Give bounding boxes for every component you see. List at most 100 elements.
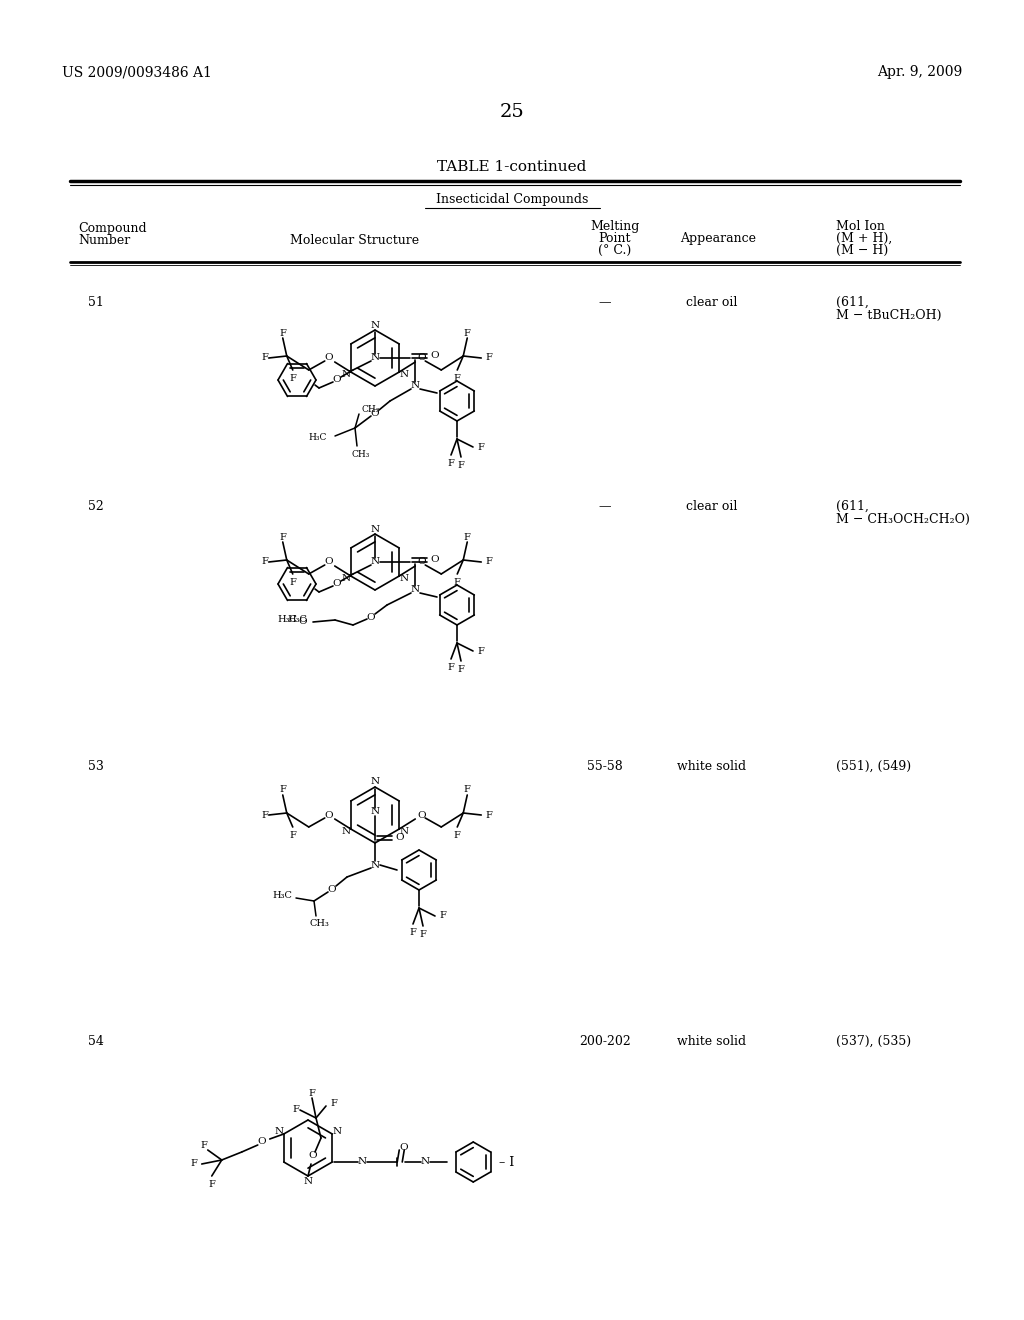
- Text: F: F: [458, 461, 465, 470]
- Text: N: N: [421, 1158, 430, 1167]
- Text: white solid: white solid: [678, 760, 746, 774]
- Text: N: N: [371, 861, 380, 870]
- Text: Number: Number: [78, 234, 130, 247]
- Text: H₃C: H₃C: [287, 615, 307, 624]
- Text: N: N: [357, 1158, 367, 1167]
- Text: Apr. 9, 2009: Apr. 9, 2009: [877, 65, 962, 79]
- Text: (611,: (611,: [836, 500, 869, 513]
- Text: O: O: [325, 557, 333, 566]
- Text: F: F: [454, 832, 461, 840]
- Text: 52: 52: [88, 500, 103, 513]
- Text: Molecular Structure: Molecular Structure: [291, 234, 420, 247]
- Text: F: F: [261, 354, 268, 363]
- Text: F: F: [485, 354, 493, 363]
- Text: N: N: [411, 586, 420, 594]
- Text: F: F: [293, 1105, 299, 1114]
- Text: O: O: [333, 579, 341, 589]
- Text: 54: 54: [88, 1035, 103, 1048]
- Text: (551), (549): (551), (549): [836, 760, 911, 774]
- Text: —: —: [599, 500, 611, 513]
- Text: (M + H),: (M + H),: [836, 232, 892, 246]
- Text: O: O: [328, 884, 336, 894]
- Text: N: N: [342, 828, 351, 836]
- Text: F: F: [208, 1180, 215, 1189]
- Text: – I: – I: [500, 1155, 514, 1168]
- Text: F: F: [290, 578, 296, 587]
- Text: F: F: [464, 532, 471, 541]
- Text: N: N: [371, 808, 380, 817]
- Text: US 2009/0093486 A1: US 2009/0093486 A1: [62, 65, 212, 79]
- Text: white solid: white solid: [678, 1035, 746, 1048]
- Text: (° C.): (° C.): [598, 244, 632, 257]
- Text: 53: 53: [88, 760, 103, 774]
- Text: F: F: [280, 532, 286, 541]
- Text: H₃C: H₃C: [278, 615, 297, 624]
- Text: 55-58: 55-58: [587, 760, 623, 774]
- Text: Point: Point: [599, 232, 631, 246]
- Text: F: F: [454, 578, 461, 587]
- Text: F: F: [485, 557, 493, 566]
- Text: clear oil: clear oil: [686, 296, 737, 309]
- Text: F: F: [410, 928, 417, 937]
- Text: CH₃: CH₃: [351, 450, 370, 459]
- Text: N: N: [342, 574, 351, 583]
- Text: 200-202: 200-202: [580, 1035, 631, 1048]
- Text: (611,: (611,: [836, 296, 869, 309]
- Text: Insecticidal Compounds: Insecticidal Compounds: [436, 194, 588, 206]
- Text: TABLE 1-continued: TABLE 1-continued: [437, 160, 587, 174]
- Text: F: F: [290, 374, 296, 383]
- Text: N: N: [303, 1176, 312, 1185]
- Text: O: O: [298, 618, 307, 627]
- Text: CH₃: CH₃: [361, 405, 379, 414]
- Text: O: O: [417, 354, 426, 363]
- Text: F: F: [464, 329, 471, 338]
- Text: F: F: [290, 832, 296, 840]
- Text: (M − H): (M − H): [836, 244, 888, 257]
- Text: F: F: [458, 665, 465, 675]
- Text: O: O: [417, 810, 426, 820]
- Text: —: —: [599, 296, 611, 309]
- Text: 25: 25: [500, 103, 524, 121]
- Text: M − tBuCH₂OH): M − tBuCH₂OH): [836, 309, 941, 322]
- Text: O: O: [367, 612, 376, 622]
- Text: clear oil: clear oil: [686, 500, 737, 513]
- Text: F: F: [330, 1100, 337, 1109]
- Text: O: O: [333, 375, 341, 384]
- Text: O: O: [371, 408, 379, 417]
- Text: N: N: [342, 370, 351, 379]
- Text: (537), (535): (537), (535): [836, 1035, 911, 1048]
- Text: F: F: [447, 663, 455, 672]
- Text: CH₃: CH₃: [309, 919, 329, 928]
- Text: N: N: [332, 1127, 341, 1137]
- Text: N: N: [274, 1127, 284, 1137]
- Text: N: N: [399, 370, 409, 379]
- Text: O: O: [257, 1138, 266, 1147]
- Text: O: O: [325, 810, 333, 820]
- Text: F: F: [201, 1142, 207, 1151]
- Text: M − CH₃OCH₂CH₂O): M − CH₃OCH₂CH₂O): [836, 513, 970, 525]
- Text: F: F: [477, 442, 484, 451]
- Text: F: F: [261, 810, 268, 820]
- Text: Mol Ion: Mol Ion: [836, 220, 885, 234]
- Text: N: N: [399, 574, 409, 583]
- Text: O: O: [399, 1143, 408, 1151]
- Text: Melting: Melting: [590, 220, 640, 234]
- Text: Appearance: Appearance: [680, 232, 756, 246]
- Text: N: N: [371, 524, 380, 533]
- Text: 51: 51: [88, 296, 103, 309]
- Text: F: F: [439, 912, 445, 920]
- Text: O: O: [308, 1151, 317, 1160]
- Text: F: F: [477, 647, 484, 656]
- Text: F: F: [280, 329, 286, 338]
- Text: F: F: [280, 785, 286, 795]
- Text: O: O: [395, 833, 403, 842]
- Text: F: F: [420, 931, 426, 939]
- Text: F: F: [464, 785, 471, 795]
- Text: N: N: [371, 777, 380, 787]
- Text: O: O: [325, 354, 333, 363]
- Text: N: N: [371, 321, 380, 330]
- Text: F: F: [447, 459, 455, 469]
- Text: O: O: [430, 351, 438, 360]
- Text: F: F: [190, 1159, 198, 1168]
- Text: H₃C: H₃C: [272, 891, 292, 900]
